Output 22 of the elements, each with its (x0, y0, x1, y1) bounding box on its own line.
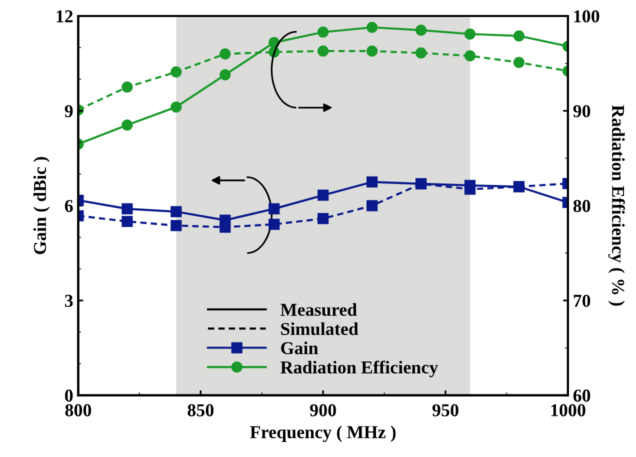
x-tick-label: 1000 (551, 404, 586, 416)
y2-tick-label: 60 (573, 390, 590, 402)
y-tick-label: 0 (65, 390, 73, 402)
legend-label: Gain (281, 342, 318, 354)
y-tick-label: 9 (64, 105, 73, 118)
legend-label: Radiation Efficiency (280, 360, 438, 378)
annotation: Simulated (281, 322, 358, 336)
y2-tick-label: 90 (573, 105, 590, 118)
y-axis-title: Gain ( dBic ) (33, 157, 50, 254)
x-axis-title: Frequency ( MHz ) (250, 426, 396, 442)
annotation: Measured (280, 303, 357, 316)
x-tick-label: 950 (432, 404, 458, 416)
x-tick-label: 900 (310, 404, 336, 416)
y2-tick-label: 80 (573, 200, 590, 212)
y2-tick-label: 100 (574, 10, 600, 22)
y-tick-label: 3 (65, 294, 73, 307)
y2-axis-title: Radiation Efficiency ( % ) (608, 105, 625, 306)
y-tick-label: 6 (64, 200, 73, 212)
y2-tick-label: 70 (574, 294, 590, 307)
x-tick-label: 850 (188, 404, 214, 416)
y-tick-label: 12 (56, 10, 73, 22)
x-tick-label: 800 (65, 404, 92, 416)
